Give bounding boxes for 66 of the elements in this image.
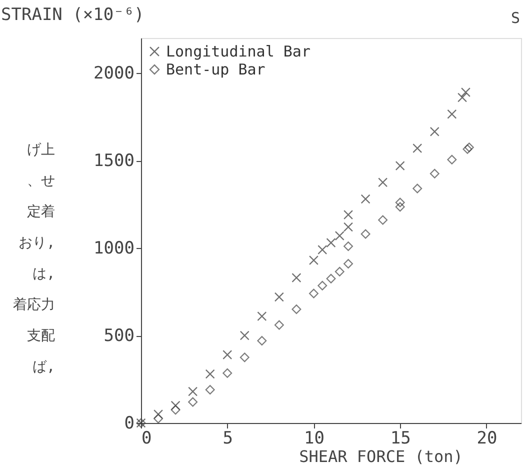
text: は, <box>32 266 55 282</box>
point <box>308 288 318 298</box>
point <box>334 231 344 240</box>
point <box>318 245 328 254</box>
x-tick-label: 5 <box>222 428 233 448</box>
point <box>430 126 440 136</box>
y-tick-label: 1500 <box>94 151 134 171</box>
point <box>412 184 422 194</box>
legend-label: Bent-up Bar <box>166 60 266 78</box>
point <box>344 259 354 268</box>
point <box>154 414 164 424</box>
text: S <box>511 9 520 27</box>
point <box>205 369 215 379</box>
point <box>292 273 302 282</box>
text: げ上 <box>27 142 55 158</box>
point <box>460 88 470 97</box>
x-tick-label: 0 <box>142 428 152 448</box>
point <box>326 238 336 248</box>
text: ば, <box>32 359 55 375</box>
text: 着応力 <box>13 297 55 313</box>
x-axis-title: SHEAR FORCE (ton) <box>299 447 463 466</box>
point <box>188 397 198 407</box>
point <box>360 229 370 239</box>
y-tick-label: 500 <box>104 326 134 346</box>
y-axis-title: STRAIN (×10⁻⁶) <box>1 5 144 25</box>
point <box>458 92 468 102</box>
point <box>222 368 232 378</box>
point <box>378 178 388 188</box>
point <box>395 161 405 170</box>
point <box>344 222 354 232</box>
point <box>334 266 344 276</box>
point <box>188 386 198 396</box>
point <box>257 336 267 346</box>
point <box>344 242 354 251</box>
text: おり, <box>18 235 55 251</box>
y-tick-label: 1000 <box>94 238 134 258</box>
text: 定着 <box>27 204 55 220</box>
point <box>222 350 232 360</box>
point <box>447 109 457 119</box>
point <box>205 385 215 394</box>
point <box>308 256 318 265</box>
point <box>257 312 267 321</box>
x-tick-label: 15 <box>390 428 411 448</box>
point <box>170 405 180 415</box>
x-tick-label: 10 <box>304 428 324 448</box>
point <box>274 320 284 330</box>
point <box>274 292 284 302</box>
text: 支配 <box>27 328 55 344</box>
point <box>360 194 370 204</box>
y-tick-label: 0 <box>124 414 134 434</box>
point <box>395 202 405 212</box>
point <box>378 215 388 225</box>
point <box>240 330 250 340</box>
point <box>292 304 302 314</box>
legend-label: Longitudinal Bar <box>166 42 310 60</box>
point <box>240 352 250 362</box>
point <box>344 210 354 220</box>
point <box>447 154 457 164</box>
point <box>318 280 328 290</box>
point <box>430 168 440 178</box>
point <box>412 144 422 153</box>
y-tick-label: 2000 <box>94 64 134 84</box>
point <box>395 198 405 208</box>
x-tick-label: 20 <box>476 428 498 448</box>
text: 、せ <box>27 173 55 189</box>
point <box>326 274 336 284</box>
